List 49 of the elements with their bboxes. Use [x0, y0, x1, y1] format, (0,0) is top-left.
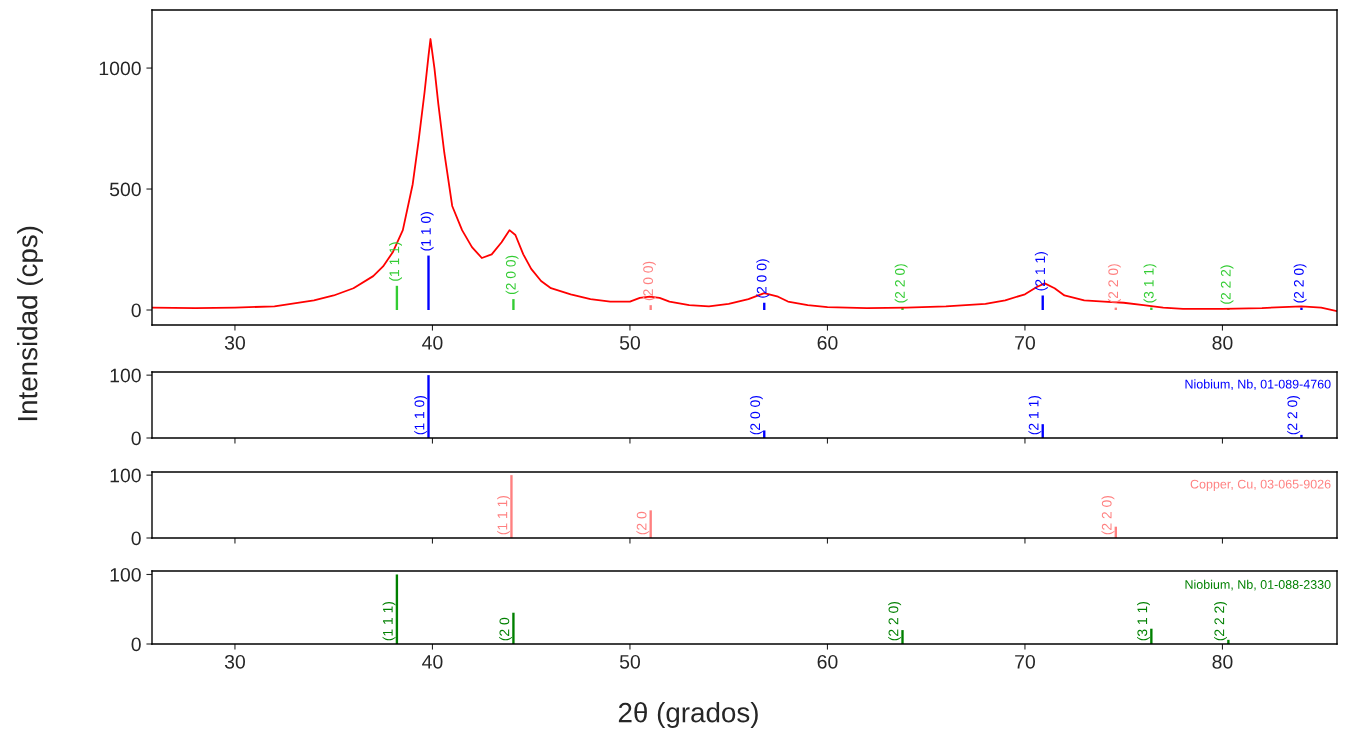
- y-axis-title: Intensidad (cps): [17, 226, 43, 421]
- data-label: (2 0: [636, 511, 650, 535]
- y-tick-label: 0: [131, 431, 141, 446]
- data-label: (1 1 1): [497, 495, 511, 535]
- y-tick-label: 1000: [99, 61, 141, 76]
- data-label: (2 1 1): [1028, 395, 1042, 435]
- data-label: (3 1 1): [1143, 264, 1157, 303]
- data-label: (2 0: [499, 617, 513, 641]
- data-label: (2 2 0): [888, 601, 902, 641]
- data-label: (2 2 2): [1220, 265, 1234, 304]
- data-label: (2 2 0): [894, 264, 908, 303]
- x-tick-label: 60: [817, 654, 838, 669]
- y-tick-label: 100: [110, 368, 141, 383]
- x-tick-label: 50: [619, 654, 640, 669]
- text: Niobium, Nb, 01-089-4760: [1185, 379, 1331, 391]
- x-tick-label: 40: [422, 654, 443, 669]
- x-tick-label: 70: [1015, 335, 1035, 350]
- x-tick-label: 60: [817, 335, 838, 350]
- data-label: (1 1 1): [389, 242, 402, 281]
- x-tick-label: 30: [224, 654, 245, 669]
- data-label: (2 1 1): [1034, 252, 1048, 291]
- data-label: (2 0 0): [756, 259, 770, 298]
- data-label: (2 2 0): [1287, 395, 1301, 435]
- data-label: (2 2 0): [1293, 264, 1307, 303]
- y-tick-label: 500: [109, 182, 141, 197]
- y-tick-label: 100: [110, 567, 141, 582]
- y-tick-label: 0: [131, 531, 141, 546]
- y-tick-label: 0: [131, 303, 141, 318]
- data-label: (1 1 0): [420, 212, 434, 251]
- x-tick-label: 30: [224, 335, 245, 350]
- data-label: (2 2 2): [1214, 601, 1227, 641]
- data-label: (3 1 1): [1137, 601, 1150, 641]
- data-label: (1 1 1): [382, 601, 396, 641]
- y-tick-label: 0: [131, 637, 141, 652]
- x-tick-label: 70: [1015, 654, 1035, 669]
- x-tick-label: 50: [619, 335, 640, 350]
- data-label: (2 0 0): [505, 255, 519, 295]
- y-tick-label: 100: [110, 468, 141, 483]
- data-label: (2 0 0): [749, 395, 763, 435]
- x-tick-label: 80: [1212, 654, 1233, 669]
- x-tick-label: 40: [422, 335, 443, 350]
- text: Niobium, Nb, 01-088-2330: [1185, 579, 1331, 591]
- data-label: (2 0 0): [642, 261, 656, 301]
- x-tick-label: 80: [1212, 335, 1233, 350]
- x-axis-title: 2θ (grados): [618, 702, 758, 728]
- text: Copper, Cu, 03-065-9026: [1190, 479, 1331, 492]
- data-label: (2 2 0): [1101, 495, 1115, 535]
- data-label: (1 1 0): [414, 395, 428, 435]
- data-label: (2 2 0): [1107, 264, 1121, 303]
